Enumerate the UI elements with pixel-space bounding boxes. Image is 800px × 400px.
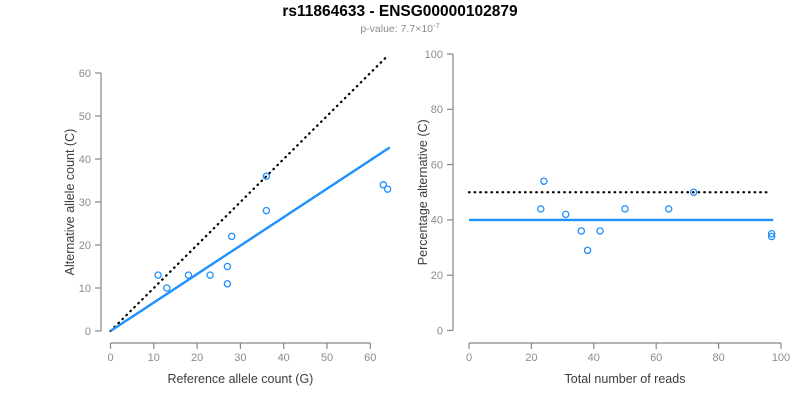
data-point xyxy=(379,181,388,189)
y-axis-title: Percentage alternative (C) xyxy=(416,119,430,265)
y-tick-label: 10 xyxy=(79,283,91,295)
data-point xyxy=(577,227,586,235)
data-point xyxy=(262,206,271,215)
page-title: rs11864633 - ENSG00000102879 xyxy=(282,3,518,20)
y-tick-label: 40 xyxy=(79,154,91,166)
p-value-exponent: -7 xyxy=(433,21,440,30)
data-point xyxy=(206,271,214,279)
data-point xyxy=(767,232,776,241)
x-tick-label: 40 xyxy=(588,352,600,364)
x-axis-title: Total number of reads xyxy=(565,372,686,386)
y-tick-label: 50 xyxy=(79,111,91,123)
p-value-subtitle: p-value: 7.7×10-7 xyxy=(0,21,800,35)
x-tick-label: 60 xyxy=(364,352,376,364)
y-tick-label: 60 xyxy=(431,159,443,171)
x-tick-label: 40 xyxy=(278,352,290,364)
data-point xyxy=(767,229,776,238)
data-point xyxy=(184,271,193,279)
x-tick-label: 80 xyxy=(712,352,724,364)
data-point xyxy=(664,205,673,213)
data-point xyxy=(262,172,271,180)
y-tick-label: 20 xyxy=(79,240,91,252)
x-tick-label: 100 xyxy=(772,352,790,364)
y-tick-label: 60 xyxy=(79,68,91,80)
data-point xyxy=(223,262,232,271)
data-point xyxy=(621,205,629,213)
x-tick-label: 20 xyxy=(191,352,203,364)
x-axis-title: Reference allele count (G) xyxy=(167,372,313,386)
x-tick-label: 50 xyxy=(321,352,333,364)
y-tick-label: 30 xyxy=(79,197,91,209)
x-tick-label: 60 xyxy=(650,352,662,364)
x-tick-label: 30 xyxy=(234,352,246,364)
data-point xyxy=(223,279,232,288)
identity-line xyxy=(109,55,388,333)
data-point xyxy=(689,188,698,196)
data-point xyxy=(596,227,604,235)
x-tick-label: 20 xyxy=(525,352,537,364)
data-point xyxy=(583,246,592,255)
y-tick-label: 0 xyxy=(85,326,91,338)
y-tick-label: 0 xyxy=(437,325,443,337)
x-tick-label: 0 xyxy=(466,352,472,364)
data-point xyxy=(154,271,162,279)
y-tick-label: 20 xyxy=(431,270,443,282)
percentage-vs-reads-scatter: 0 20 40 60 80 100 0 20 40 60 80 100 Total number of … xyxy=(416,49,790,386)
x-tick-label: 10 xyxy=(148,352,160,364)
data-point xyxy=(163,284,171,292)
p-value-text: p-value: 7.7×10 xyxy=(360,23,433,35)
y-tick-label: 100 xyxy=(425,49,443,61)
y-axis-title: Alternative allele count (C) xyxy=(63,129,77,276)
allele-counts-scatter: 0 10 20 30 40 50 60 0 10 20 30 40 50 60 Reference alle… xyxy=(63,55,392,386)
data-point xyxy=(540,177,548,185)
x-tick-label: 0 xyxy=(107,352,113,364)
data-point xyxy=(537,205,545,213)
data-point xyxy=(561,210,570,219)
data-point xyxy=(227,232,236,241)
y-tick-label: 40 xyxy=(431,215,443,227)
fit-line xyxy=(109,146,391,333)
data-point xyxy=(383,185,392,193)
y-tick-label: 80 xyxy=(431,104,443,116)
